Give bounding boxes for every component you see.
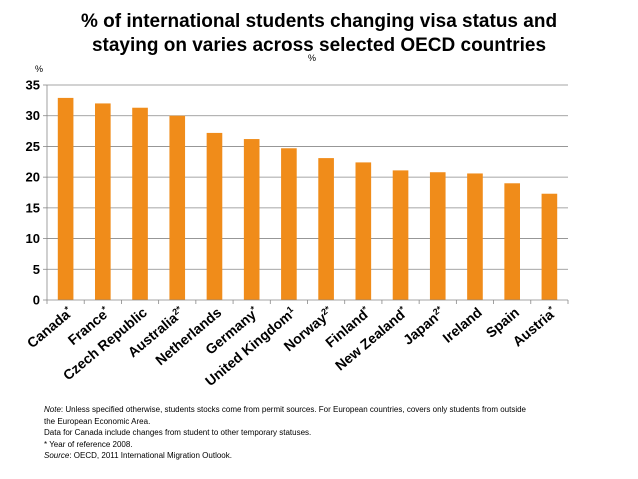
bar bbox=[281, 148, 297, 300]
chart-title: % of international students changing vis… bbox=[0, 10, 638, 58]
category-footnote-mark: 1 bbox=[285, 304, 295, 315]
note-line-canada: Data for Canada include changes from stu… bbox=[44, 428, 312, 437]
bar bbox=[541, 193, 558, 300]
bar bbox=[504, 183, 520, 300]
y-tick-label: 35 bbox=[26, 78, 40, 93]
bar bbox=[132, 107, 148, 300]
bars bbox=[57, 97, 558, 301]
y-tick-label: 15 bbox=[26, 200, 40, 215]
category-footnote-mark: * bbox=[360, 304, 369, 314]
note-line-2: the European Economic Area. bbox=[44, 416, 151, 426]
bar bbox=[392, 170, 409, 300]
category-footnote-mark: * bbox=[100, 304, 109, 314]
category-footnote-mark: * bbox=[249, 304, 258, 314]
bar bbox=[355, 162, 372, 300]
y-tick-label: 5 bbox=[33, 262, 40, 277]
category-label: Ireland bbox=[439, 304, 484, 346]
gridlines bbox=[47, 84, 568, 270]
category-label: Canada* bbox=[24, 304, 76, 351]
bar bbox=[95, 103, 111, 300]
y-tick-label: 30 bbox=[26, 108, 40, 123]
bar bbox=[467, 173, 483, 300]
stray-percent-mark: % bbox=[308, 53, 316, 63]
y-tick-label: 25 bbox=[26, 139, 40, 154]
y-tick-label: 10 bbox=[26, 231, 40, 246]
chart-notes: Note: Unless specified otherwise, studen… bbox=[44, 404, 629, 462]
chart-title-line-1: % of international students changing vis… bbox=[80, 11, 558, 32]
note-line-1: Note: Unless specified otherwise, studen… bbox=[44, 404, 629, 416]
y-tick-label: 20 bbox=[26, 170, 40, 185]
y-axis-unit: % bbox=[35, 64, 43, 74]
note-line-year: * Year of reference 2008. bbox=[44, 439, 133, 449]
source-text-a: : OECD, 2011 International Migration Out… bbox=[69, 451, 230, 460]
bar bbox=[243, 139, 260, 300]
category-footnote-mark: * bbox=[63, 304, 72, 314]
y-tick-label: 0 bbox=[33, 293, 40, 308]
category-footnote-mark: * bbox=[397, 304, 406, 314]
category-name: Canada bbox=[24, 306, 73, 351]
category-label: Japan2* bbox=[400, 304, 448, 348]
bar bbox=[206, 132, 223, 300]
bar bbox=[429, 172, 446, 300]
source-label: Source bbox=[44, 451, 70, 460]
bar bbox=[169, 115, 186, 300]
category-name: Ireland bbox=[439, 304, 484, 346]
source-text-end: . bbox=[229, 451, 232, 460]
bar bbox=[318, 158, 334, 300]
note-label: Note bbox=[44, 405, 61, 414]
bar bbox=[57, 97, 74, 301]
axes bbox=[43, 84, 569, 304]
chart-title-line-2: staying on varies across selected OECD c… bbox=[91, 35, 547, 56]
source-line: Source: OECD, 2011 International Migrati… bbox=[44, 450, 629, 462]
category-footnote-mark: * bbox=[546, 304, 555, 314]
note-text: : Unless specified otherwise, students s… bbox=[60, 405, 526, 414]
